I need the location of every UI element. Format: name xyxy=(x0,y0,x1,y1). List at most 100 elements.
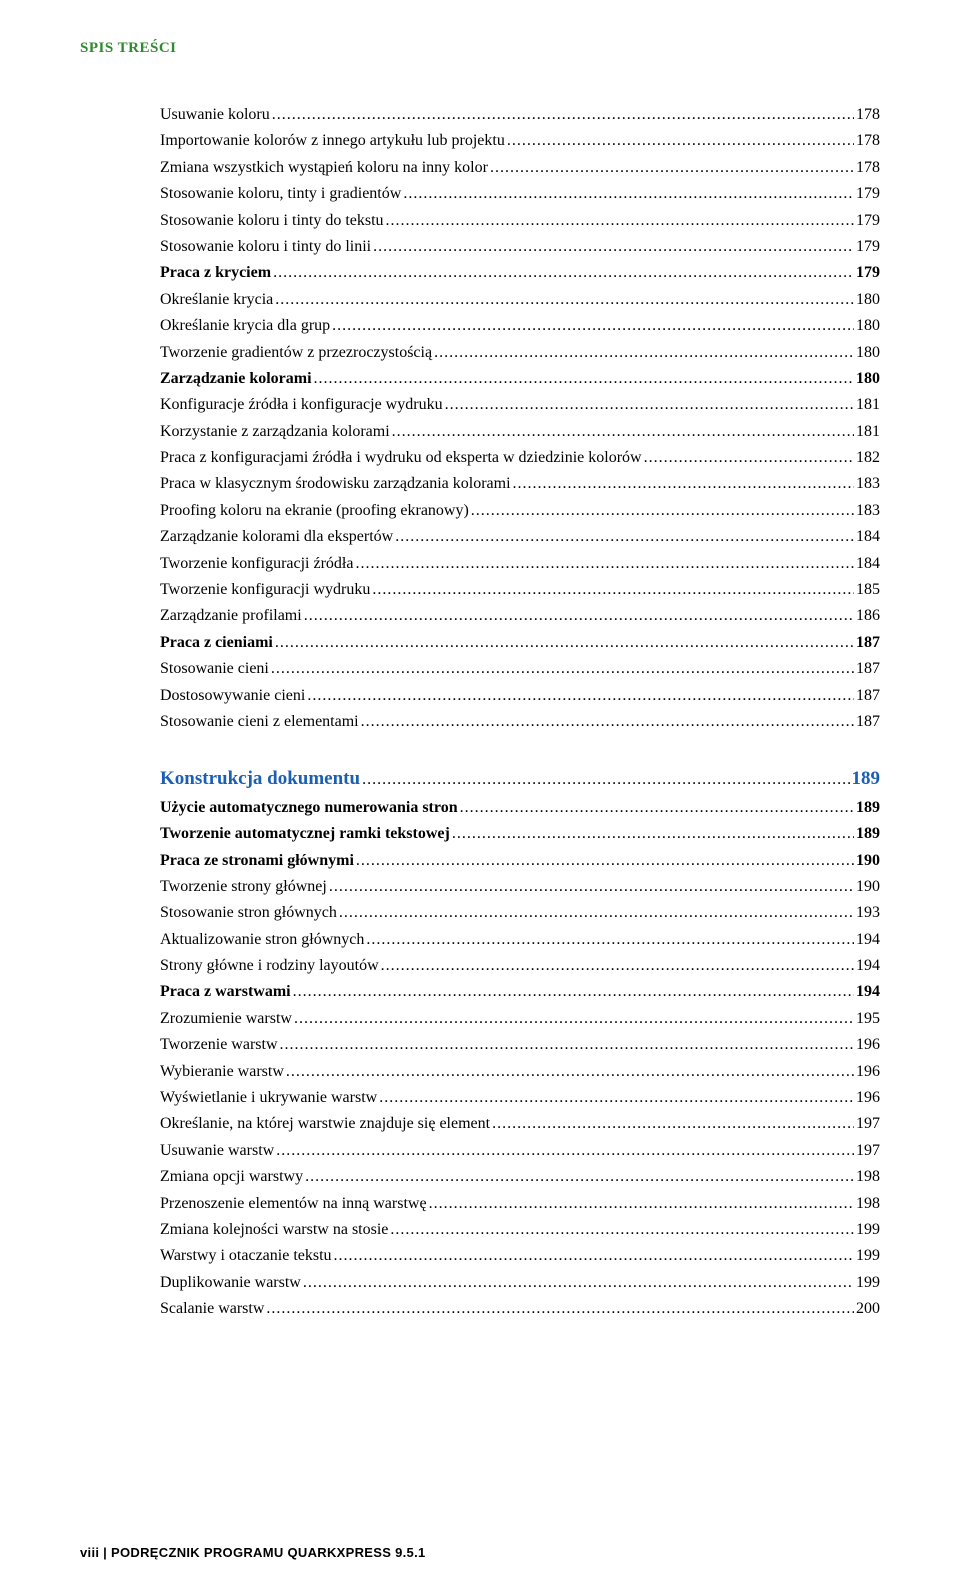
toc-entry: Zarządzanie profilami186 xyxy=(160,603,880,629)
toc-dots-leader xyxy=(362,767,849,793)
toc-dots-leader xyxy=(339,900,854,926)
toc-entry: Określanie, na której warstwie znajduje … xyxy=(160,1111,880,1137)
toc-entry-page: 189 xyxy=(856,821,880,847)
toc-entry-label: Tworzenie automatycznej ramki tekstowej xyxy=(160,821,450,847)
toc-dots-leader xyxy=(372,577,854,603)
toc-dots-leader xyxy=(329,874,854,900)
toc-entry-label: Duplikowanie warstw xyxy=(160,1270,301,1296)
toc-entry-label: Stosowanie koloru i tinty do tekstu xyxy=(160,208,384,234)
toc-entry-label: Praca z konfiguracjami źródła i wydruku … xyxy=(160,445,642,471)
toc-dots-leader xyxy=(275,630,854,656)
footer-page-number: viii xyxy=(80,1545,99,1560)
toc-entry-page: 187 xyxy=(856,683,880,709)
toc-entry-label: Przenoszenie elementów na inną warstwę xyxy=(160,1191,427,1217)
toc-entry-label: Tworzenie konfiguracji źródła xyxy=(160,551,353,577)
toc-entry-label: Stosowanie cieni xyxy=(160,656,269,682)
toc-entry-page: 179 xyxy=(856,234,880,260)
toc-dots-leader xyxy=(392,419,854,445)
toc-entry-page: 194 xyxy=(856,979,880,1005)
toc-dots-leader xyxy=(373,234,854,260)
toc-dots-leader xyxy=(332,313,854,339)
toc-entry: Aktualizowanie stron głównych194 xyxy=(160,927,880,953)
toc-entry-label: Praca z kryciem xyxy=(160,260,271,286)
toc-entry: Stosowanie stron głównych193 xyxy=(160,900,880,926)
toc-dots-leader xyxy=(280,1032,855,1058)
toc-dots-leader xyxy=(434,340,854,366)
toc-entry-page: 199 xyxy=(856,1243,880,1269)
toc-entry-label: Tworzenie warstw xyxy=(160,1032,278,1058)
toc-entry: Przenoszenie elementów na inną warstwę 19… xyxy=(160,1191,880,1217)
toc-entry-page: 198 xyxy=(856,1164,880,1190)
toc-entry: Stosowanie cieni z elementami187 xyxy=(160,709,880,735)
toc-entry: Praca ze stronami głównymi190 xyxy=(160,848,880,874)
toc-entry-label: Importowanie kolorów z innego artykułu l… xyxy=(160,128,505,154)
toc-entry-page: 179 xyxy=(856,260,880,286)
toc-dots-leader xyxy=(460,795,854,821)
toc-entry-page: 187 xyxy=(856,656,880,682)
toc-dots-leader xyxy=(379,1085,854,1111)
toc-entry-page: 187 xyxy=(856,630,880,656)
toc-entry: Praca z konfiguracjami źródła i wydruku … xyxy=(160,445,880,471)
toc-entry: Tworzenie gradientów z przezroczystością… xyxy=(160,340,880,366)
toc-entry-page: 200 xyxy=(856,1296,880,1322)
toc-entry-page: 198 xyxy=(856,1191,880,1217)
toc-entry-label: Stosowanie koloru i tinty do linii xyxy=(160,234,371,260)
toc-entry-page: 183 xyxy=(856,471,880,497)
toc-dots-leader xyxy=(303,1270,854,1296)
toc-dots-leader xyxy=(314,366,854,392)
toc-entry-page: 180 xyxy=(856,287,880,313)
toc-entry-label: Zmiana wszystkich wystąpień koloru na in… xyxy=(160,155,488,181)
toc-entry-page: 178 xyxy=(856,128,880,154)
toc-dots-leader xyxy=(266,1296,854,1322)
toc-entry: Zmiana opcji warstwy 198 xyxy=(160,1164,880,1190)
toc-dots-leader xyxy=(513,471,854,497)
toc-dots-leader xyxy=(286,1059,854,1085)
toc-entry-label: Tworzenie strony głównej xyxy=(160,874,327,900)
toc-entry-page: 199 xyxy=(856,1270,880,1296)
toc-entry-page: 180 xyxy=(856,366,880,392)
toc-entry-label: Aktualizowanie stron głównych xyxy=(160,927,364,953)
toc-entry-page: 197 xyxy=(856,1111,880,1137)
toc-entry: Tworzenie konfiguracji wydruku185 xyxy=(160,577,880,603)
toc-entry: Stosowanie koloru i tinty do linii 179 xyxy=(160,234,880,260)
toc-entry-page: 190 xyxy=(856,874,880,900)
toc-entry-page: 184 xyxy=(856,551,880,577)
toc-dots-leader xyxy=(361,709,854,735)
toc-dots-leader xyxy=(445,392,854,418)
toc-dots-leader xyxy=(272,102,854,128)
toc-entry-page: 195 xyxy=(856,1006,880,1032)
toc-entry-label: Konstrukcja dokumentu xyxy=(160,763,360,794)
toc-entry: Strony główne i rodziny layoutów194 xyxy=(160,953,880,979)
toc-entry-label: Usuwanie warstw xyxy=(160,1138,274,1164)
toc-entry-label: Zarządzanie kolorami xyxy=(160,366,312,392)
toc-dots-leader xyxy=(390,1217,854,1243)
toc-entry-label: Usuwanie koloru xyxy=(160,102,270,128)
toc-entry: Tworzenie konfiguracji źródła 184 xyxy=(160,551,880,577)
toc-entry-label: Scalanie warstw xyxy=(160,1296,264,1322)
toc-entry: Zmiana kolejności warstw na stosie199 xyxy=(160,1217,880,1243)
toc-entry-label: Konfiguracje źródła i konfiguracje wydru… xyxy=(160,392,443,418)
toc-dots-leader xyxy=(356,848,854,874)
toc-entry: Określanie krycia180 xyxy=(160,287,880,313)
toc-dots-leader xyxy=(403,181,854,207)
toc-entry-page: 178 xyxy=(856,102,880,128)
footer-title: PODRĘCZNIK PROGRAMU QUARKXPRESS 9.5.1 xyxy=(111,1545,425,1560)
toc-dots-leader xyxy=(293,979,854,1005)
toc-entry-label: Stosowanie cieni z elementami xyxy=(160,709,359,735)
toc-entry-label: Wyświetlanie i ukrywanie warstw xyxy=(160,1085,377,1111)
toc-dots-leader xyxy=(307,683,854,709)
toc-entry-page: 184 xyxy=(856,524,880,550)
toc-entry-label: Użycie automatycznego numerowania stron xyxy=(160,795,458,821)
toc-entry-page: 196 xyxy=(856,1085,880,1111)
toc-entry: Zmiana wszystkich wystąpień koloru na in… xyxy=(160,155,880,181)
toc-entry-label: Proofing koloru na ekranie (proofing ekr… xyxy=(160,498,469,524)
toc-entry: Praca z warstwami194 xyxy=(160,979,880,1005)
toc-entry-label: Warstwy i otaczanie tekstu xyxy=(160,1243,332,1269)
toc-entry: Wyświetlanie i ukrywanie warstw 196 xyxy=(160,1085,880,1111)
toc-entry-label: Zarządzanie profilami xyxy=(160,603,302,629)
toc-entry-label: Zmiana opcji warstwy xyxy=(160,1164,303,1190)
toc-entry-label: Dostosowywanie cieni xyxy=(160,683,305,709)
toc-entry-label: Strony główne i rodziny layoutów xyxy=(160,953,379,979)
toc-entry: Zarządzanie kolorami dla ekspertów184 xyxy=(160,524,880,550)
toc-entry: Duplikowanie warstw 199 xyxy=(160,1270,880,1296)
